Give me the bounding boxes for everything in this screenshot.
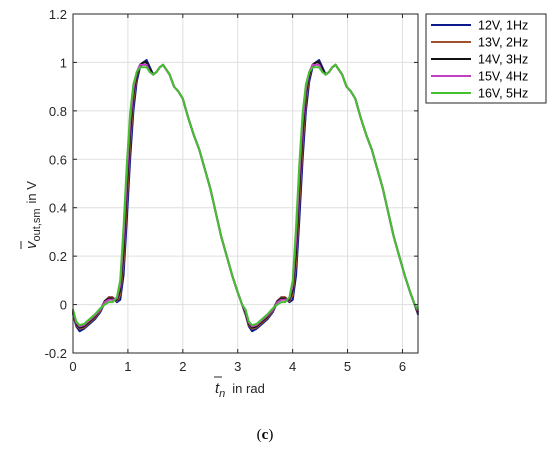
panel-label-close: )	[268, 427, 273, 443]
x-axis-label-sub: n	[219, 388, 225, 400]
y-tick-label: 0.6	[49, 152, 67, 167]
x-tick-label: 1	[124, 359, 131, 374]
x-tick-label: 5	[344, 359, 351, 374]
legend-label: 13V, 2Hz	[478, 36, 528, 50]
x-tick-label: 3	[234, 359, 241, 374]
legend-label: 12V, 1Hz	[478, 19, 528, 33]
y-axis-label-main: v	[23, 240, 40, 249]
y-axis-label-unit: in V	[24, 181, 39, 204]
x-axis-label: tn in rad	[215, 380, 265, 400]
x-axis-label-unit: in rad	[232, 381, 265, 396]
series-line-5	[72, 63, 419, 327]
panel-label-open: (	[257, 427, 262, 443]
x-tick-label: 4	[289, 359, 296, 374]
y-tick-label: 1	[60, 55, 67, 70]
axis-ticks: 0 1 2 3 4 5 6-0.200.20.40.60.811.2	[45, 7, 418, 374]
legend-entries: 12V, 1Hz 13V, 2Hz 14V, 3Hz 15V, 4Hz 16V, 5Hz	[431, 19, 528, 101]
y-tick-label: 0	[60, 298, 67, 313]
y-tick-label: 0.4	[49, 201, 67, 216]
series-lines	[72, 59, 419, 333]
y-tick-label: 0.8	[49, 104, 67, 119]
x-axis-label-main: t	[215, 380, 220, 397]
y-axis-label-sub: out,sm	[31, 208, 43, 241]
x-tick-label: 0	[69, 359, 76, 374]
y-tick-label: -0.2	[45, 346, 67, 361]
x-tick-label: 6	[399, 359, 406, 374]
panel-label: (c)	[257, 427, 274, 443]
y-tick-label: 0.2	[49, 249, 67, 264]
legend-label: 16V, 5Hz	[478, 87, 528, 101]
legend: 12V, 1Hz 13V, 2Hz 14V, 3Hz 15V, 4Hz 16V, 5Hz	[425, 13, 547, 104]
legend-label: 15V, 4Hz	[478, 70, 528, 84]
legend-label: 14V, 3Hz	[478, 53, 528, 67]
y-tick-label: 1.2	[49, 7, 67, 22]
panel-label-letter: c	[262, 427, 269, 443]
x-tick-label: 2	[179, 359, 186, 374]
plot-area-frame	[72, 13, 419, 354]
y-axis-label: vout,sm in V	[23, 181, 43, 249]
